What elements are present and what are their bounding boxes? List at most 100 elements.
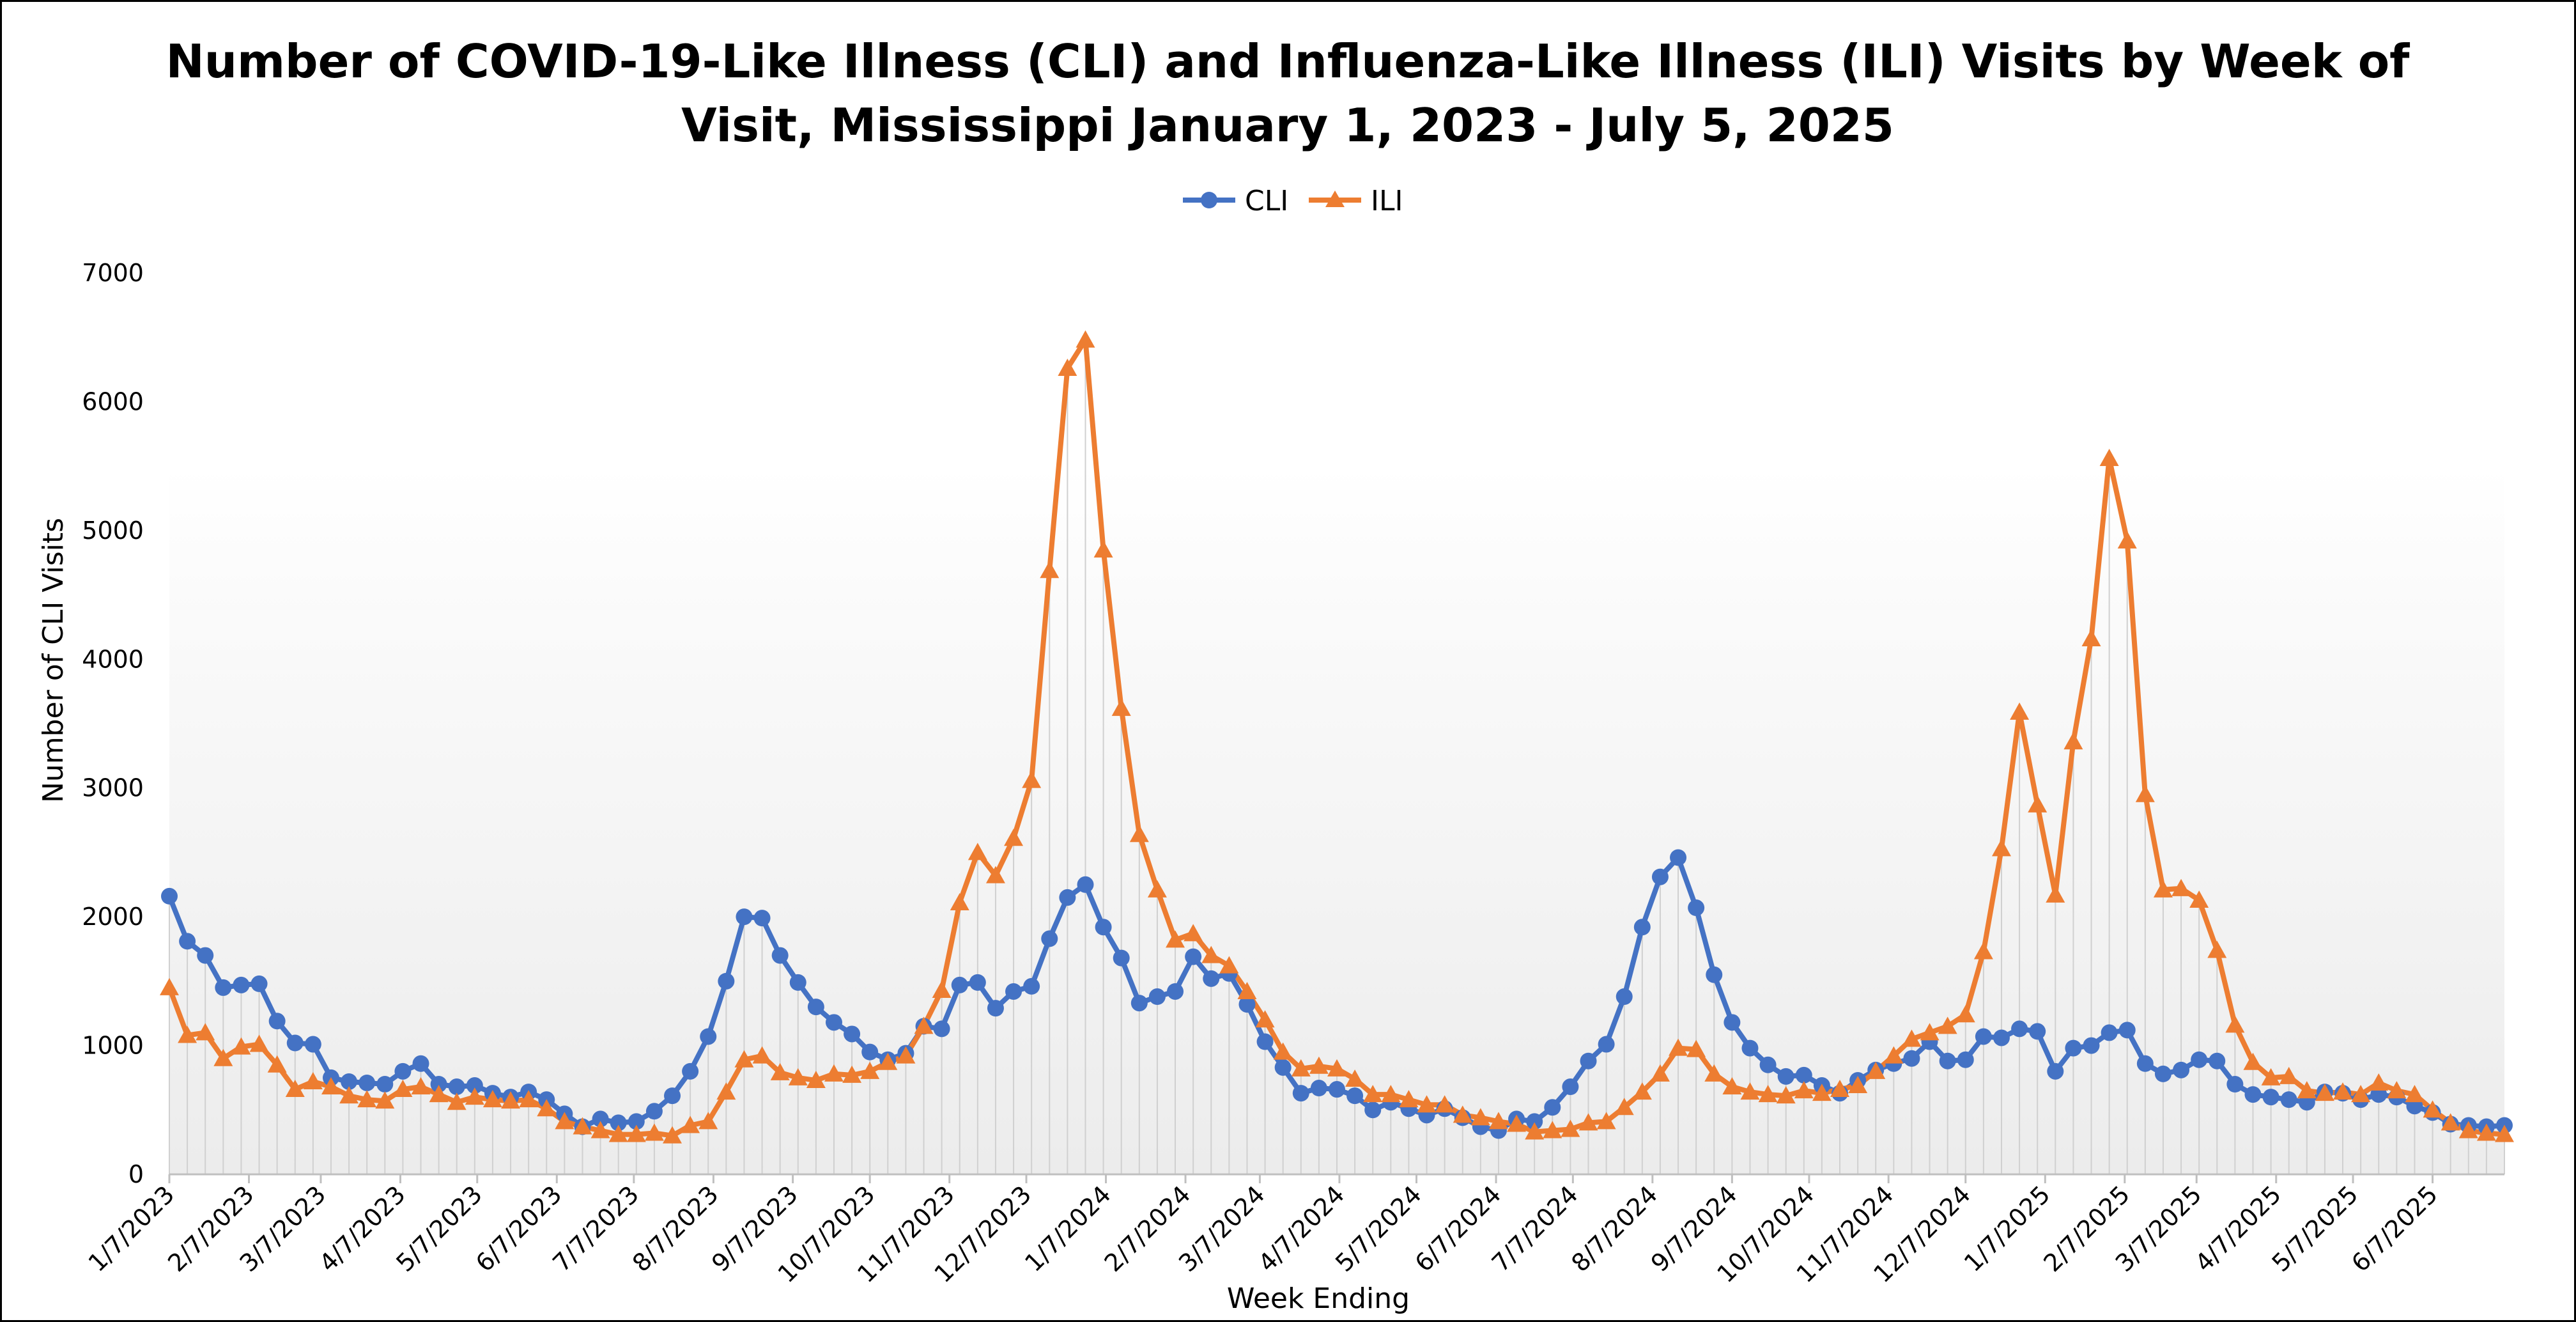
- ili-point: [2046, 885, 2065, 903]
- cli-point: [789, 974, 806, 991]
- cli-point: [1274, 1059, 1292, 1076]
- cli-point: [286, 1034, 304, 1052]
- ili-point: [2261, 1068, 2281, 1085]
- cli-point: [2244, 1086, 2262, 1103]
- ili-point: [1273, 1042, 1293, 1060]
- cli-point: [1005, 983, 1022, 1000]
- ili-point: [303, 1071, 323, 1089]
- ili-point: [2063, 732, 2083, 750]
- cli-point: [1651, 868, 1669, 885]
- cli-point: [161, 887, 178, 905]
- ili-point: [1758, 1085, 1778, 1103]
- ili-point: [1776, 1086, 1796, 1104]
- ili-point: [2099, 449, 2119, 467]
- legend-cli-marker: [1201, 192, 1217, 208]
- cli-point: [1113, 949, 1130, 967]
- ili-point: [501, 1091, 521, 1109]
- cli-point: [645, 1103, 663, 1120]
- ili-point: [2297, 1081, 2317, 1099]
- ili-point: [1381, 1085, 1401, 1103]
- cli-point: [592, 1110, 609, 1128]
- x-axis-title: Week Ending: [1227, 1282, 1410, 1315]
- ili-point: [160, 977, 179, 995]
- cli-point: [1185, 948, 1202, 965]
- ili-point: [1794, 1081, 1814, 1099]
- legend-entry-ili: ILI: [1309, 185, 1403, 217]
- cli-point: [2280, 1091, 2297, 1108]
- cli-point: [1777, 1068, 1794, 1085]
- ili-point: [2458, 1121, 2478, 1139]
- ili-point: [1884, 1046, 1904, 1064]
- legend-ili-label: ILI: [1371, 185, 1403, 217]
- cli-point: [1706, 966, 1723, 983]
- chart-title-line-2: Visit, Mississippi January 1, 2023 - Jul…: [681, 98, 1894, 152]
- ili-point: [2135, 784, 2155, 802]
- cli-point: [376, 1076, 394, 1093]
- plot-area: [169, 466, 2504, 1175]
- ili-point: [932, 980, 952, 998]
- ili-point: [519, 1090, 539, 1108]
- cli-point: [233, 976, 250, 993]
- cli-point: [179, 933, 196, 950]
- ili-point: [1866, 1061, 1886, 1079]
- ili-point: [2117, 531, 2137, 548]
- cli-point: [1670, 849, 1687, 866]
- x-tick-label: 1/7/2025: [1959, 1180, 2056, 1277]
- cli-point: [215, 979, 232, 996]
- chart-title-line-1: Number of COVID-19-Like Illness (CLI) an…: [166, 35, 2410, 88]
- x-tick-label: 8/7/2024: [1566, 1180, 1663, 1277]
- ili-point: [1938, 1016, 1957, 1034]
- legend-cli-label: CLI: [1245, 185, 1288, 217]
- cli-point: [1903, 1050, 1920, 1067]
- cli-point: [628, 1113, 645, 1130]
- ili-point: [2279, 1066, 2299, 1084]
- ili-point: [1632, 1082, 1652, 1100]
- cli-point: [448, 1078, 465, 1096]
- ili-point: [2423, 1100, 2442, 1118]
- ili-point: [1650, 1064, 1670, 1082]
- ili-point: [411, 1077, 431, 1095]
- ili-point: [1525, 1122, 1545, 1140]
- ili-point: [1507, 1114, 1527, 1132]
- ili-point: [1902, 1029, 1922, 1047]
- ili-point: [2010, 702, 2030, 720]
- cli-point: [2118, 1022, 2136, 1039]
- cli-point: [2047, 1062, 2064, 1080]
- cli-point: [2209, 1052, 2226, 1069]
- cli-point: [1238, 996, 1256, 1013]
- cli-point: [844, 1025, 861, 1043]
- cli-point: [1993, 1029, 2010, 1046]
- ili-point: [1722, 1077, 1742, 1095]
- ili-point: [321, 1077, 341, 1095]
- cli-point: [825, 1014, 842, 1031]
- ili-point: [2351, 1085, 2371, 1103]
- ili-point: [1543, 1121, 1562, 1139]
- ili-point: [1488, 1112, 1508, 1130]
- cli-point: [2029, 1023, 2046, 1040]
- cli-point: [268, 1013, 286, 1030]
- cli-point: [718, 972, 735, 990]
- ili-point: [663, 1126, 683, 1144]
- ili-point: [716, 1082, 736, 1100]
- cli-point: [933, 1020, 950, 1038]
- cli-point: [1041, 930, 1058, 947]
- ili-point: [842, 1065, 862, 1083]
- ili-point: [196, 1023, 215, 1041]
- cli-point: [753, 910, 771, 927]
- ili-point: [1740, 1082, 1760, 1100]
- ili-point: [555, 1112, 575, 1130]
- ili-point: [1309, 1056, 1329, 1074]
- ili-point: [1614, 1098, 1634, 1116]
- ili-point: [1417, 1095, 1437, 1113]
- cli-point: [1167, 983, 1184, 1000]
- cli-point: [1939, 1052, 1956, 1069]
- ili-point: [860, 1061, 880, 1079]
- cli-point: [1562, 1078, 1579, 1096]
- ili-point: [1040, 561, 1060, 579]
- ili-point: [2476, 1123, 2496, 1141]
- x-tick-label: 1/7/2023: [83, 1180, 180, 1277]
- ili-point: [734, 1050, 754, 1068]
- ili-point: [2207, 940, 2227, 958]
- cli-point: [682, 1062, 699, 1080]
- ili-point: [1219, 956, 1239, 974]
